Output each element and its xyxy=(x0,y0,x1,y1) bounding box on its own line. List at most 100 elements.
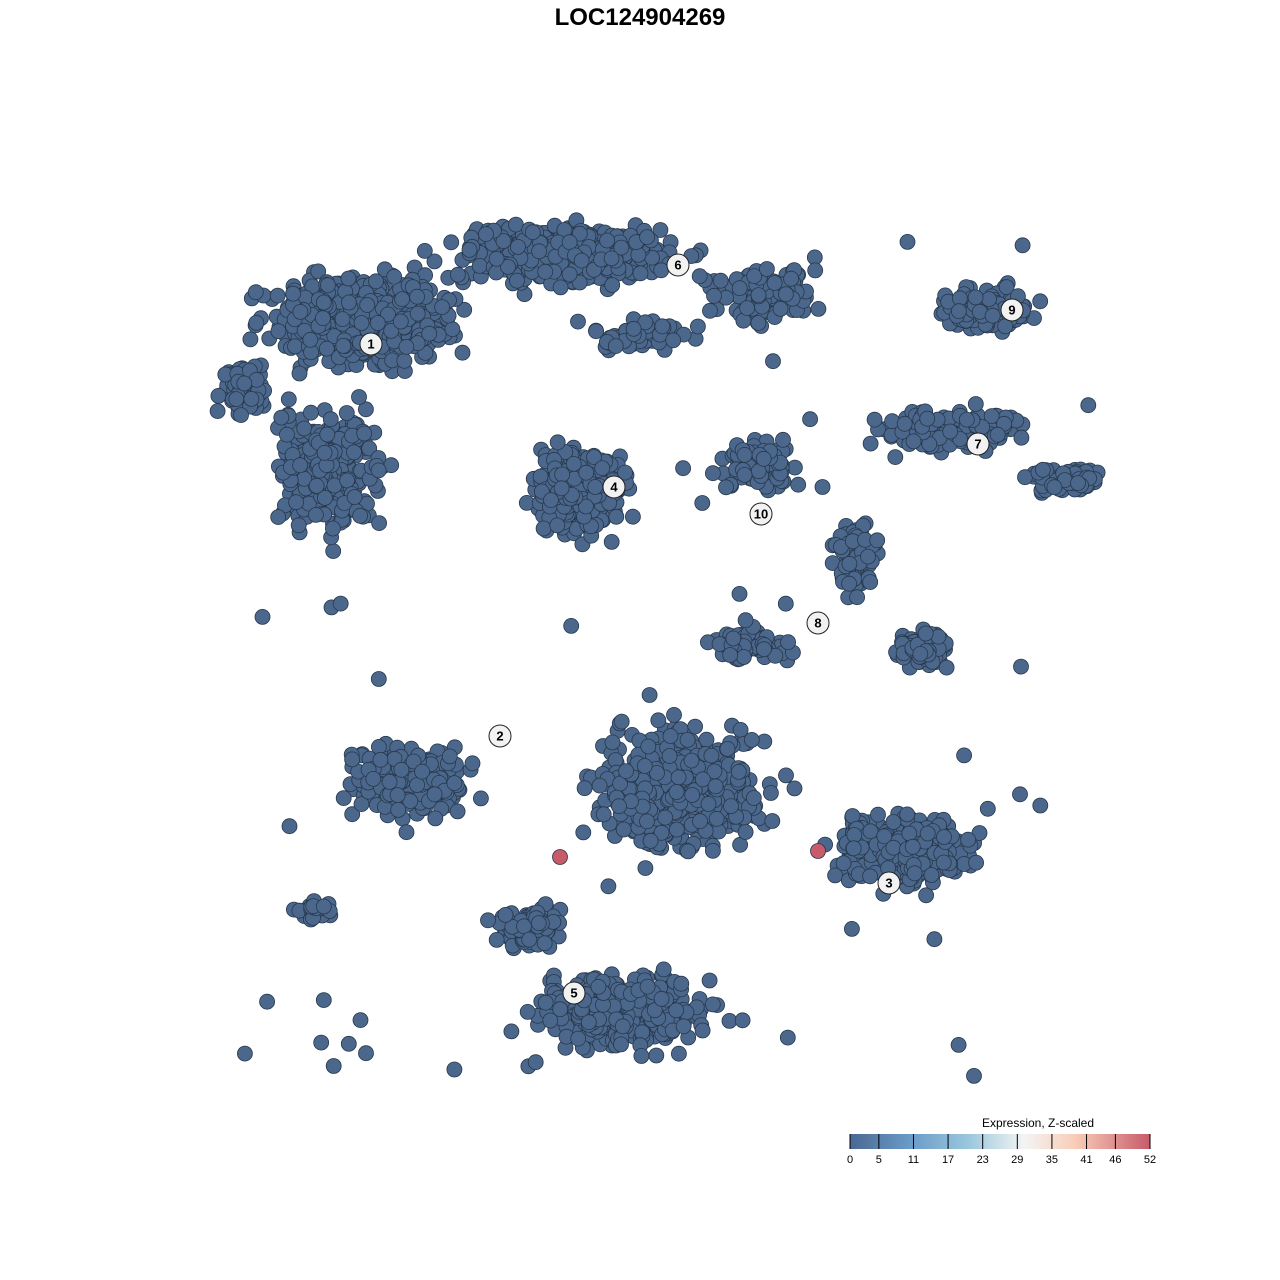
data-point xyxy=(315,992,332,1008)
data-point xyxy=(369,315,386,331)
data-point xyxy=(675,1018,692,1035)
data-point xyxy=(666,707,682,723)
data-point xyxy=(510,238,526,255)
data-point xyxy=(722,647,739,663)
data-point xyxy=(636,758,653,774)
data-point xyxy=(314,310,331,327)
legend-tick-label: 23 xyxy=(977,1154,989,1166)
data-point xyxy=(508,216,524,233)
data-point xyxy=(322,411,339,428)
data-point xyxy=(590,978,607,995)
data-point xyxy=(361,440,378,457)
data-point xyxy=(905,433,922,450)
data-point xyxy=(756,641,772,658)
data-point xyxy=(807,262,824,279)
data-point xyxy=(639,813,655,830)
data-point xyxy=(885,814,902,830)
data-point xyxy=(537,263,554,280)
data-point xyxy=(841,555,858,572)
data-point xyxy=(718,479,734,496)
data-point xyxy=(691,268,708,285)
data-point xyxy=(613,1036,629,1053)
data-point xyxy=(587,479,604,495)
cluster-label-7: 7 xyxy=(966,432,990,456)
data-point xyxy=(778,286,794,303)
data-point xyxy=(899,806,916,823)
data-point xyxy=(653,990,670,1007)
data-point xyxy=(967,289,984,306)
data-point xyxy=(810,300,827,317)
data-point xyxy=(675,460,691,477)
data-point xyxy=(519,1004,536,1020)
data-point xyxy=(655,961,672,978)
data-point xyxy=(869,532,886,549)
data-point xyxy=(270,509,287,525)
data-point xyxy=(790,476,807,493)
data-point xyxy=(575,824,592,841)
data-point xyxy=(719,741,736,757)
data-point xyxy=(670,769,687,786)
data-point xyxy=(755,450,772,467)
data-point xyxy=(302,331,319,348)
data-point xyxy=(398,338,415,355)
data-point xyxy=(254,609,271,625)
data-point xyxy=(668,821,685,838)
data-point xyxy=(734,1012,751,1029)
data-point xyxy=(885,839,902,856)
data-point xyxy=(426,786,443,803)
data-point xyxy=(210,387,227,404)
data-point xyxy=(248,314,265,331)
data-point xyxy=(613,713,630,730)
data-point xyxy=(386,268,403,285)
data-point xyxy=(700,796,717,812)
data-point xyxy=(308,477,325,494)
data-point xyxy=(956,747,972,764)
legend-title: Expression, Z-scaled xyxy=(982,1116,1094,1130)
data-point xyxy=(380,306,396,323)
data-point xyxy=(302,404,319,421)
data-point xyxy=(772,300,789,317)
data-point xyxy=(461,241,478,258)
data-point xyxy=(290,517,307,534)
data-point xyxy=(325,1058,342,1074)
data-point xyxy=(344,751,361,768)
data-point xyxy=(339,472,356,489)
data-point xyxy=(745,790,762,806)
data-point xyxy=(578,464,595,481)
data-point xyxy=(310,263,327,280)
data-point xyxy=(351,389,367,405)
data-point xyxy=(981,291,997,308)
data-point xyxy=(393,761,410,778)
data-point xyxy=(683,752,700,769)
data-point xyxy=(835,855,852,872)
data-point xyxy=(708,810,725,827)
data-point xyxy=(427,810,444,827)
data-point xyxy=(561,234,578,251)
data-point xyxy=(725,630,742,647)
data-point xyxy=(614,1018,631,1035)
data-point xyxy=(841,575,857,592)
data-point xyxy=(870,806,886,823)
data-point xyxy=(642,833,659,849)
data-point xyxy=(285,285,302,302)
data-point xyxy=(353,315,370,331)
data-point xyxy=(335,790,352,806)
data-point xyxy=(960,831,976,848)
data-point xyxy=(553,480,570,497)
legend-tick-label: 35 xyxy=(1046,1154,1058,1166)
cluster-label-text: 4 xyxy=(610,480,618,495)
data-point xyxy=(449,803,466,820)
data-point xyxy=(280,391,297,408)
data-point xyxy=(701,972,718,989)
data-point xyxy=(777,595,794,612)
data-point xyxy=(292,303,309,320)
data-point xyxy=(454,344,471,361)
cluster-label-text: 2 xyxy=(496,729,503,744)
cluster-label-text: 1 xyxy=(367,337,374,352)
data-point xyxy=(456,301,473,318)
points-layer xyxy=(209,212,1106,1084)
data-point xyxy=(650,712,667,729)
data-point xyxy=(281,818,298,835)
data-point xyxy=(862,435,879,452)
data-point xyxy=(737,824,754,840)
